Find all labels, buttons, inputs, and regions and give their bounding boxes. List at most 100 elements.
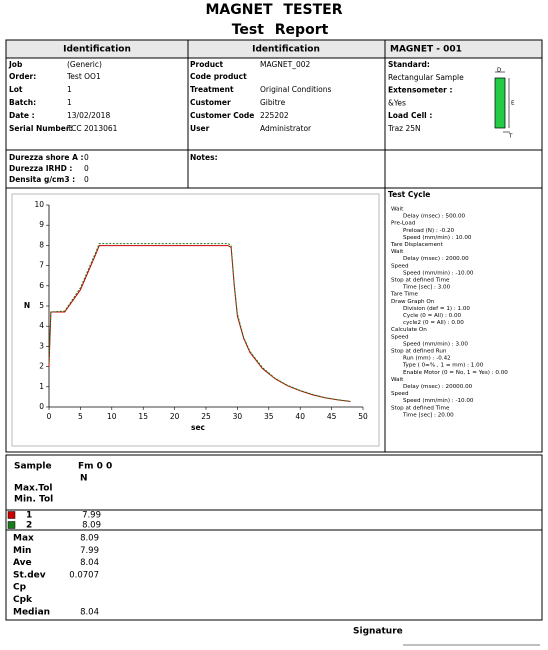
stat-label: Min	[13, 546, 31, 556]
cycle-param: Type ( 0=% , 1 = mm) : 1.00	[402, 363, 484, 369]
cycle-param: Time [sec] : 20.00	[402, 412, 454, 418]
cycle-step: Wait	[391, 207, 404, 213]
field-value: (Generic)	[67, 60, 102, 69]
cycle-step: Wait	[391, 377, 404, 383]
sample-value: 7.99	[82, 511, 101, 521]
cycle-param: Enable Motor (0 = No, 1 = Yes) : 0.00	[403, 370, 508, 376]
field-label: Product	[190, 60, 224, 69]
stat-label: St.dev	[13, 570, 46, 580]
x-tick-label: 25	[201, 412, 211, 421]
cycle-param: Speed (mm/min) : 10.00	[403, 235, 472, 241]
stat-label: Ave	[13, 558, 32, 568]
field-value: Traz 25N	[387, 124, 421, 133]
field-label: Lot	[9, 85, 23, 94]
field-label: Customer Code	[190, 111, 254, 120]
cycle-step: Tare Displacement	[390, 242, 444, 248]
chart-frame	[5, 187, 543, 453]
x-tick-label: 45	[327, 412, 337, 421]
column-header: Identification	[252, 45, 320, 55]
results-header: N	[80, 474, 88, 484]
field-value: MAGNET_002	[260, 60, 311, 69]
notes-label: Notes:	[190, 153, 218, 162]
field-value: 1	[67, 98, 72, 107]
field-label: Treatment	[190, 85, 234, 94]
x-tick-label: 30	[233, 412, 243, 421]
cycle-param: Delay (msec) : 2000.00	[403, 256, 469, 262]
cycle-step: Wait	[391, 249, 404, 255]
x-tick-label: 40	[295, 412, 305, 421]
field-value: 1	[67, 85, 72, 94]
dimension-label: T	[508, 134, 513, 140]
y-tick-label: 8	[39, 240, 44, 249]
y-tick-label: 3	[39, 341, 44, 350]
dimension-label: E	[511, 101, 515, 107]
field-value: 0	[84, 175, 89, 184]
field-label: Densita g/cm3 :	[9, 175, 75, 184]
legend-swatch	[7, 521, 16, 529]
results-header: Min. Tol	[14, 495, 53, 505]
field-value: Test OO1	[66, 72, 101, 81]
cycle-step: Pre-Load	[391, 221, 416, 227]
field-label: Extensometer :	[388, 86, 452, 95]
field-value: 13/02/2018	[67, 111, 110, 120]
x-tick-label: 5	[78, 412, 83, 421]
cycle-param: Speed (mm/min) : -10.00	[403, 270, 474, 276]
field-label: Code product	[190, 72, 247, 81]
cycle-param: Speed (mm/min) : 3.00	[403, 341, 468, 347]
specimen	[494, 77, 506, 129]
field-value: Original Conditions	[260, 85, 332, 94]
stat-label: Cpk	[13, 595, 33, 605]
stat-value: 0.0707	[69, 570, 99, 580]
field-value: 0	[84, 153, 89, 162]
field-value: Gibitre	[260, 98, 286, 107]
y-axis-label: N	[24, 301, 30, 310]
x-tick-label: 15	[138, 412, 148, 421]
cycle-step: Speed	[391, 334, 409, 340]
results-header: Sample	[14, 462, 52, 472]
series-line	[48, 243, 351, 402]
cycle-step: Speed	[391, 391, 409, 397]
stat-label: Cp	[13, 583, 27, 593]
report-title: MAGNET TESTER	[205, 2, 342, 18]
y-tick-label: 5	[39, 301, 44, 310]
dimension-label: D	[497, 68, 501, 74]
header-row	[5, 39, 543, 59]
y-tick-label: 4	[39, 321, 44, 330]
signature-label: Signature	[353, 627, 403, 637]
field-label: Serial Number:	[9, 124, 73, 133]
x-tick-label: 0	[47, 412, 52, 421]
field-value: Rectangular Sample	[388, 73, 464, 82]
y-tick-label: 1	[39, 382, 44, 391]
results-header: Fm 0 0	[78, 462, 112, 472]
field-value: &Yes	[388, 99, 406, 108]
cycle-param: Delay (msec) : 500.00	[403, 214, 466, 220]
column-header: MAGNET - 001	[390, 45, 462, 55]
y-tick-label: 0	[39, 402, 44, 411]
x-tick-label: 10	[107, 412, 117, 421]
stat-value: 8.09	[80, 534, 99, 544]
cycle-param: Run (mm) : -0.42	[403, 356, 451, 362]
sample-value: 8.09	[82, 521, 101, 531]
y-tick-label: 9	[39, 220, 44, 229]
cycle-step: Stop at defined Time	[391, 405, 450, 411]
cycle-step: Stop at defined Time	[391, 278, 450, 284]
cycle-param: Speed (mm/min) : -10.00	[403, 398, 474, 404]
y-tick-label: 6	[39, 281, 44, 290]
cycle-step: Stop at defined Run	[391, 349, 447, 355]
field-label: Customer	[190, 98, 231, 107]
stat-value: 7.99	[80, 546, 99, 556]
results-header: Max.Tol	[14, 484, 52, 494]
field-value: Administrator	[260, 124, 312, 133]
field-label: Standard:	[388, 60, 430, 69]
field-value: 225202	[260, 111, 289, 120]
x-tick-label: 35	[264, 412, 274, 421]
field-value: 0	[84, 164, 89, 173]
x-axis-label: sec	[191, 423, 205, 432]
cycle-step: Tare Time	[390, 292, 419, 298]
y-tick-label: 7	[39, 261, 44, 270]
x-tick-label: 50	[358, 412, 368, 421]
plot-frame	[11, 193, 380, 447]
field-label: Job	[8, 60, 23, 69]
cycle-step: Speed	[391, 263, 409, 269]
stat-label: Max	[13, 534, 34, 544]
